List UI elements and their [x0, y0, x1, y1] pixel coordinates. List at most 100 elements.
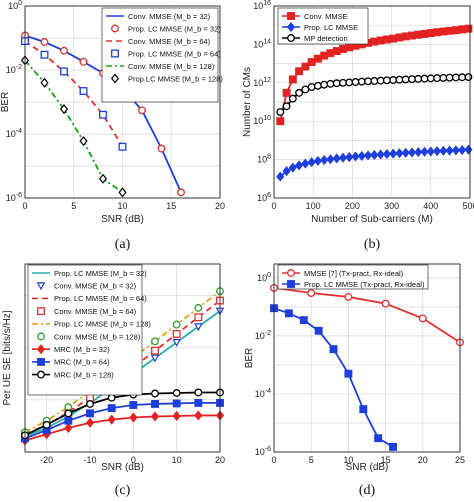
data-point	[307, 157, 316, 168]
data-point	[86, 393, 94, 402]
data-point	[458, 144, 467, 156]
plot-frame	[273, 5, 471, 199]
x-axis-label: Number of Sub-carriers (M)	[311, 214, 433, 225]
x-tick-label: 400	[423, 201, 438, 211]
data-point	[426, 29, 435, 38]
data-point	[129, 412, 138, 423]
legend-entry: Prop. LC MMSE (Tx-pract, Rx-ideal)	[282, 280, 425, 289]
data-point	[364, 77, 373, 86]
data-point	[445, 26, 454, 35]
chart-b: 0 100 200 300 400 500 106 108 1010 1012 1014 1016 Nu…	[242, 0, 474, 252]
data-point	[339, 78, 347, 87]
data-point	[345, 152, 354, 163]
x-tick-label: 20	[215, 455, 225, 465]
data-point	[451, 145, 460, 156]
data-point	[344, 292, 353, 301]
legend-entry: Prop. LC MMSE (M_b = 128)	[32, 320, 151, 329]
legend-label: MRC (M_b = 64)	[54, 358, 110, 367]
legend-entry: Conv. MMSE (M_b = 128)	[106, 62, 215, 71]
data-point	[370, 37, 379, 46]
legend-label: Prop. LC MMSE (M_b = 32)	[128, 24, 221, 33]
data-point	[414, 30, 423, 39]
subfigure-caption: (d)	[359, 483, 376, 498]
data-point	[295, 67, 304, 76]
subfigure-caption: (c)	[115, 483, 131, 498]
x-tick-label: 100	[306, 201, 321, 211]
x-tick-label: 20	[418, 455, 428, 465]
legend-entry: Conv. MMSE (M_b = 32)	[106, 12, 211, 21]
data-point	[370, 149, 379, 160]
data-point	[85, 417, 95, 428]
series-b-1	[276, 144, 473, 182]
data-point	[282, 166, 291, 177]
data-point	[451, 73, 460, 82]
data-point	[99, 110, 107, 119]
legend-label: MMSE [7] (Tx-pract, Rx-ideal)	[304, 269, 404, 278]
legend-label: Prop. LC MMSE (M_b = 64)	[54, 294, 147, 303]
data-point	[320, 154, 329, 166]
y-tick-label: 100	[257, 272, 271, 283]
legend-entry: Conv. MMSE (M_b = 64)	[106, 37, 211, 46]
data-point	[307, 289, 316, 297]
legend-label: Prop. LC MMSE (Tx-pract, Rx-ideal)	[304, 280, 425, 289]
x-tick-label: 15	[166, 201, 176, 211]
x-tick-label: 15	[381, 455, 391, 465]
legend-entry: Conv. MMSE (M_b = 128)	[37, 332, 141, 341]
data-point	[395, 33, 404, 42]
y-tick-label: 1016	[253, 0, 271, 11]
y-tick-label: 106	[257, 192, 271, 203]
data-point	[118, 142, 127, 151]
legend: Prop. LC MMSE (M_b = 32) Conv. MMSE (M_b …	[27, 264, 151, 396]
data-point	[86, 400, 94, 408]
data-point	[376, 36, 385, 45]
data-point	[276, 108, 285, 116]
data-point	[295, 88, 304, 97]
legend-entry: MMSE [7] (Tx-pract, Rx-ideal)	[282, 269, 404, 278]
legend-label: Conv. MMSE (M_b = 64)	[128, 37, 211, 46]
legend-swatch-marker	[287, 12, 295, 20]
data-point	[64, 409, 73, 418]
legend-entry: MRC (M_b = 128)	[32, 370, 114, 379]
y-axis-label: Per UE SE [bits/s/Hz]	[2, 310, 13, 405]
data-point	[194, 323, 203, 332]
series-line	[24, 391, 220, 437]
x-tick-label: 10	[343, 455, 353, 465]
data-point	[329, 345, 338, 354]
data-point	[326, 49, 335, 58]
data-point	[401, 32, 410, 41]
legend-label: Prop. LC MMSE (M_b = 128)	[54, 320, 151, 329]
data-point	[64, 422, 73, 434]
x-axis-label: SNR (dB)	[101, 462, 144, 473]
x-tick-label: 5	[71, 201, 76, 211]
legend-swatch-marker	[287, 280, 295, 288]
x-tick-label: 500	[462, 201, 474, 211]
legend: Conv. MMSE (M_b = 32) Prop. LC MMSE (M_b …	[101, 7, 223, 103]
data-point	[194, 313, 203, 322]
data-point	[40, 50, 49, 59]
y-axis-label: BER	[244, 348, 255, 369]
data-point	[381, 299, 390, 308]
data-point	[301, 85, 310, 94]
data-point	[107, 393, 116, 402]
legend-swatch-marker	[286, 21, 296, 33]
x-tick-label: -10	[83, 455, 96, 465]
x-tick-label: 25	[455, 455, 465, 465]
series-a-4	[24, 59, 124, 194]
data-point	[313, 54, 322, 63]
data-point	[345, 43, 354, 52]
data-point	[364, 150, 373, 161]
data-point	[107, 404, 116, 413]
data-point	[426, 74, 435, 83]
legend-swatch-marker	[37, 370, 45, 379]
data-point	[307, 83, 316, 92]
chart-d: 0 5 10 15 20 25 10-6 10-4 10-2 100 SNR (dB) BER (d) M…	[244, 263, 465, 498]
y-tick-label: 10-4	[6, 128, 22, 139]
data-point	[172, 389, 181, 397]
chart-c: -20 -10 0 10 20 SNR (dB) Per UE SE [bits/s/Hz]…	[2, 263, 225, 498]
data-point	[301, 158, 310, 169]
data-point	[314, 326, 323, 335]
x-tick-label: 300	[384, 201, 399, 211]
data-point	[389, 442, 397, 451]
data-point	[172, 320, 181, 329]
